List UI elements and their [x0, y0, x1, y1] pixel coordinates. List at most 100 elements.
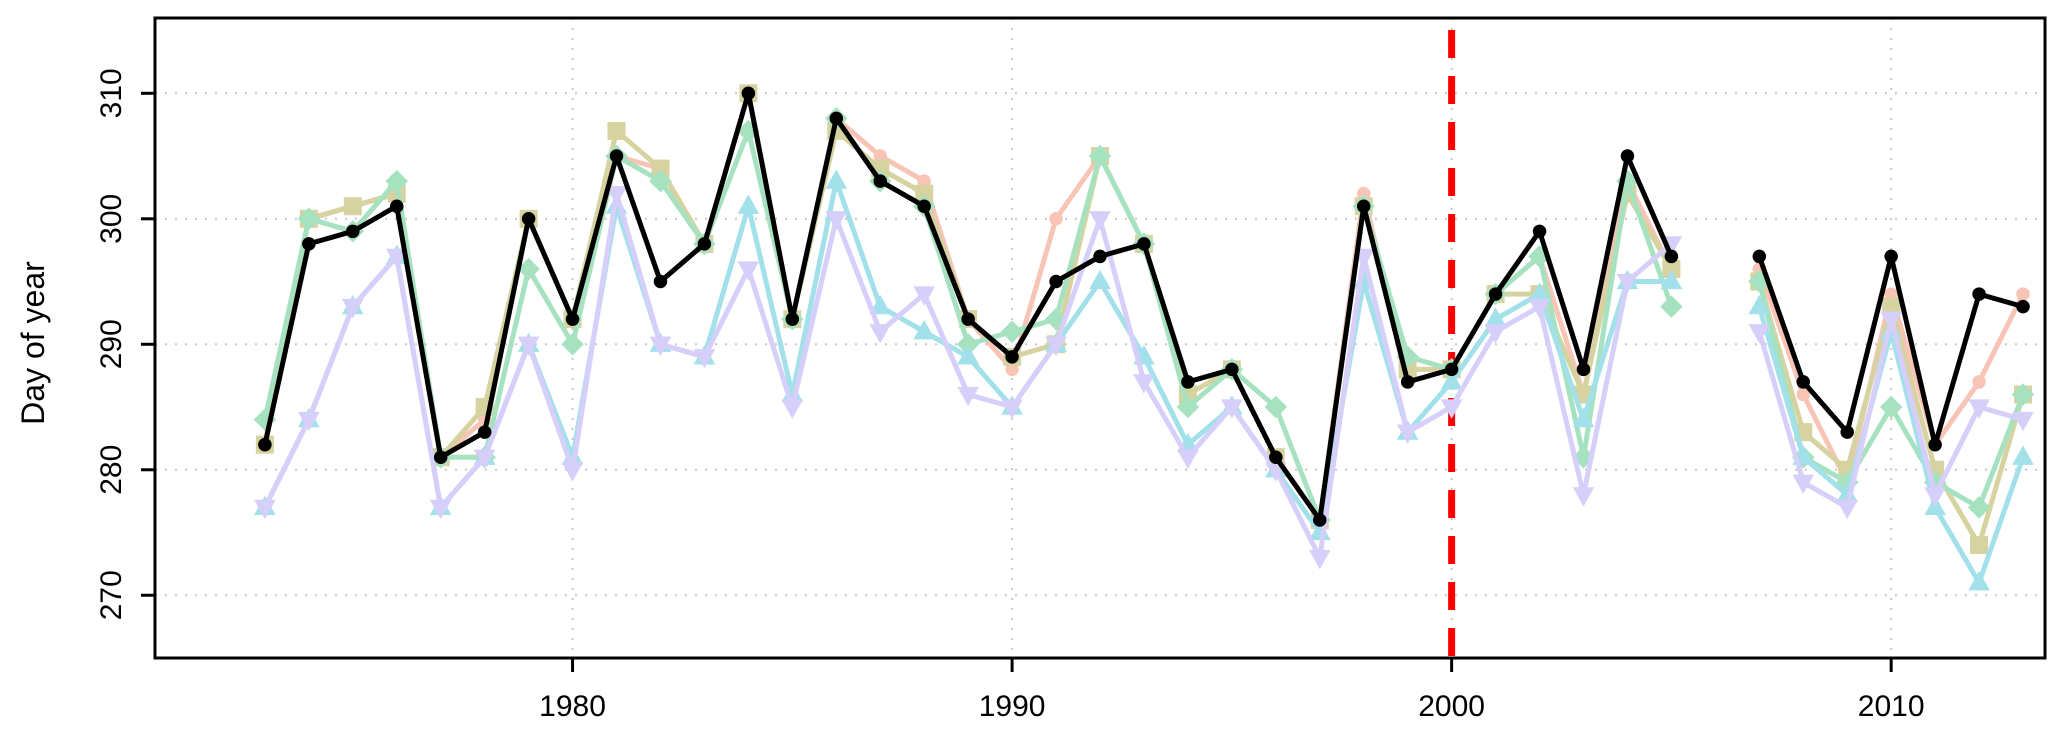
- data-point: [1616, 273, 1639, 294]
- data-point: [1967, 496, 1991, 519]
- data-point: [297, 207, 321, 231]
- data-point: [1748, 324, 1771, 344]
- data-point: [1572, 487, 1595, 507]
- data-point: [781, 399, 804, 419]
- data-point: [961, 312, 975, 326]
- data-point: [1005, 350, 1019, 364]
- data-point: [956, 333, 980, 356]
- series-layer: [253, 84, 2035, 591]
- data-point: [1488, 287, 1503, 301]
- data-point: [651, 159, 670, 178]
- data-point: [1089, 269, 1111, 290]
- data-point: [1972, 287, 1986, 301]
- data-point: [1664, 249, 1679, 264]
- data-point: [915, 184, 934, 203]
- y-axis-title: Day of year: [15, 261, 51, 425]
- data-point: [697, 237, 712, 251]
- data-point: [1528, 282, 1551, 302]
- series-2: [255, 84, 2033, 555]
- data-point: [1308, 549, 1331, 570]
- data-point: [517, 257, 540, 281]
- data-point: [825, 211, 848, 231]
- data-point: [1221, 399, 1243, 419]
- data-point: [649, 336, 672, 356]
- data-point: [785, 312, 800, 326]
- data-point: [1972, 375, 1986, 389]
- data-point: [565, 312, 580, 326]
- data-point: [1133, 374, 1155, 394]
- data-point: [343, 197, 362, 216]
- data-point: [1924, 487, 1946, 507]
- data-point: [298, 411, 320, 432]
- data-point: [649, 169, 672, 193]
- data-point: [1968, 399, 1990, 419]
- data-point: [1660, 295, 1683, 318]
- data-point: [737, 261, 760, 281]
- series-line: [262, 90, 2026, 548]
- data-point: [429, 499, 452, 520]
- data-point: [258, 437, 272, 452]
- data-point: [609, 149, 624, 163]
- data-point: [737, 194, 760, 214]
- data-point: [1269, 450, 1283, 464]
- data-point: [1137, 237, 1151, 251]
- data-point: [873, 149, 887, 163]
- y-axis: 270 280 290 300 310: [95, 68, 155, 620]
- data-point: [957, 345, 979, 365]
- data-point: [1484, 307, 1507, 327]
- data-point: [2016, 299, 2030, 314]
- data-point: [561, 462, 584, 482]
- data-point: [1572, 407, 1595, 428]
- data-point: [1444, 362, 1459, 377]
- data-point: [477, 425, 492, 439]
- data-point: [517, 336, 540, 356]
- x-tick-label: 1980: [539, 690, 606, 723]
- x-tick-label: 2010: [1858, 690, 1925, 723]
- data-point: [1532, 224, 1547, 239]
- data-point: [1836, 483, 1859, 503]
- data-point: [2016, 287, 2030, 301]
- x-axis: 1980 1990 2000 2010: [539, 656, 1925, 723]
- data-point: [389, 199, 404, 213]
- data-point: [1752, 249, 1767, 264]
- series-5: [254, 186, 2034, 570]
- data-point: [1796, 387, 1811, 402]
- data-point: [873, 174, 887, 188]
- data-point: [605, 186, 628, 206]
- data-point: [1484, 324, 1507, 344]
- data-point: [1836, 499, 1859, 520]
- data-point: [913, 320, 935, 340]
- y-tick-label: 270: [95, 570, 128, 620]
- data-point: [607, 121, 626, 140]
- data-point: [1356, 199, 1371, 213]
- data-point: [1089, 211, 1111, 231]
- data-point: [1660, 269, 1683, 290]
- data-point: [1176, 395, 1200, 419]
- data-point: [917, 199, 931, 213]
- data-point: [1882, 297, 1901, 316]
- data-point: [1181, 375, 1195, 389]
- data-point: [957, 386, 979, 407]
- data-point: [1396, 424, 1419, 444]
- data-point: [473, 449, 496, 469]
- series-3: [253, 107, 2035, 532]
- data-point: [829, 111, 844, 126]
- x-tick-label: 1990: [979, 690, 1046, 723]
- data-point: [1000, 320, 1024, 343]
- data-point: [385, 248, 408, 269]
- data-point: [302, 237, 316, 251]
- data-point: [869, 324, 892, 344]
- data-point: [653, 274, 668, 289]
- data-point: [869, 294, 892, 315]
- data-point: [2012, 445, 2034, 465]
- data-point: [561, 333, 584, 356]
- data-point: [254, 499, 276, 520]
- data-point: [1970, 536, 1989, 555]
- y-tick-label: 300: [95, 194, 128, 244]
- data-point: [1093, 249, 1107, 264]
- data-point: [741, 86, 756, 101]
- data-point: [433, 450, 448, 464]
- data-point: [521, 212, 536, 226]
- y-tick-label: 310: [95, 68, 128, 118]
